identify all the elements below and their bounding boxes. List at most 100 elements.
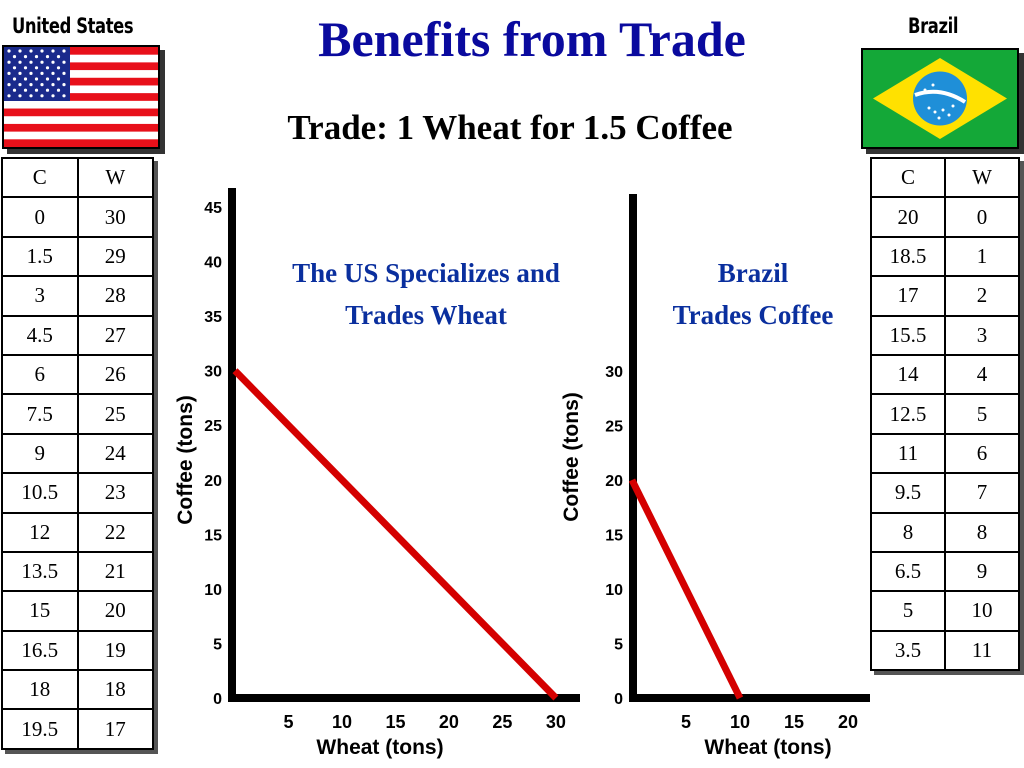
table-cell: 19 <box>76 629 154 672</box>
brazil-annotation: Brazil Trades Coffee <box>640 252 866 336</box>
brazil-chart-y-tick-label: 30 <box>605 364 623 381</box>
table-row: 0 30 <box>1 196 154 238</box>
table-row: 4.5 27 <box>1 314 154 356</box>
table-cell: 4 <box>944 353 1020 396</box>
table-header-cell: W <box>944 156 1020 199</box>
page-title: Benefits from Trade <box>318 11 746 67</box>
brazil-chart-y-tick-label: 15 <box>605 528 623 545</box>
table-cell: 6 <box>944 432 1020 475</box>
table-cell: 15.5 <box>870 314 946 356</box>
us-chart-y-tick-label: 40 <box>204 255 222 272</box>
table-row: 6.5 9 <box>870 550 1020 593</box>
table-cell: 12.5 <box>870 393 946 435</box>
brazil-flag <box>861 48 1019 149</box>
table-cell: 1 <box>944 235 1020 278</box>
table-cell: 9.5 <box>870 472 946 514</box>
table-cell: 8 <box>944 511 1020 553</box>
table-cell: 0 <box>1 196 79 238</box>
page-subtitle: Trade: 1 Wheat for 1.5 Coffee <box>287 108 733 147</box>
table-cell: 17 <box>870 275 946 317</box>
us-chart-y-tick-label: 45 <box>204 200 222 217</box>
table-cell: 19.5 <box>1 708 79 750</box>
us-chart-y-tick-label: 25 <box>204 418 222 435</box>
table-row: 6 26 <box>1 353 154 396</box>
brazil-chart-y-tick-label: 0 <box>614 691 623 708</box>
table-cell: 12 <box>1 511 79 553</box>
brazil-chart-x-axis-label: Wheat (tons) <box>704 736 831 759</box>
table-cell: 18 <box>1 669 79 711</box>
table-cell: 4.5 <box>1 314 79 356</box>
us-chart-x-tick-label: 25 <box>492 712 512 732</box>
table-row: 18.5 1 <box>870 235 1020 278</box>
table-cell: 6.5 <box>870 550 946 593</box>
us-annotation-line1: The US Specializes and <box>292 258 560 288</box>
table-cell: 10.5 <box>1 472 79 514</box>
us-chart-x-tick-label: 10 <box>332 712 352 732</box>
table-row: 13.5 21 <box>1 550 154 593</box>
us-chart-x-tick-label: 30 <box>546 712 566 732</box>
table-cell: 18.5 <box>870 235 946 278</box>
us-ppf-chart: 0 5 10 15 20 25 30 35 40 45 5 10 15 20 25 30 Wheat (tons… <box>174 188 580 759</box>
brazil-country-label: Brazil <box>908 14 959 38</box>
us-flag-graphic <box>4 47 158 147</box>
brazil-annotation-line2: Trades Coffee <box>672 300 834 330</box>
table-row: 1.5 29 <box>1 235 154 278</box>
table-row: 10.5 23 <box>1 472 154 514</box>
us-chart-y-tick-label: 5 <box>213 636 222 653</box>
us-chart-x-axis-label: Wheat (tons) <box>316 736 443 759</box>
table-row: 19.5 17 <box>1 708 154 750</box>
table-cell: 23 <box>76 472 154 514</box>
table-cell: 20 <box>76 590 154 632</box>
table-cell: 2 <box>944 275 1020 317</box>
table-header-cell: W <box>76 156 154 199</box>
table-row: 14 4 <box>870 353 1020 396</box>
us-country-label: United States <box>12 14 134 38</box>
table-cell: 22 <box>76 511 154 553</box>
us-annotation-line2: Trades Wheat <box>345 300 507 330</box>
table-row: 15.5 3 <box>870 314 1020 356</box>
brazil-chart-y-tick-label: 25 <box>605 419 623 436</box>
table-cell: 15 <box>1 590 79 632</box>
table-cell: 14 <box>870 353 946 396</box>
brazil-chart-y-tick-label: 5 <box>614 637 623 654</box>
table-row: 20 0 <box>870 196 1020 238</box>
table-cell: 21 <box>76 550 154 593</box>
us-annotation: The US Specializes and Trades Wheat <box>246 252 606 336</box>
table-row: 5 10 <box>870 590 1020 632</box>
table-row: 12.5 5 <box>870 393 1020 435</box>
table-cell: 5 <box>944 393 1020 435</box>
brazil-chart-y-tick-label: 10 <box>605 582 623 599</box>
brazil-ppf-chart: 0 5 10 15 20 25 30 5 10 15 20 Wheat (tons) Coffee (t… <box>560 194 870 759</box>
table-cell: 10 <box>944 590 1020 632</box>
table-row: 17 2 <box>870 275 1020 317</box>
table-row: 16.5 19 <box>1 629 154 672</box>
table-cell: 7 <box>944 472 1020 514</box>
table-cell: 28 <box>76 275 154 317</box>
table-row: 12 22 <box>1 511 154 553</box>
table-cell: 1.5 <box>1 235 79 278</box>
table-row: 3 28 <box>1 275 154 317</box>
brazil-chart-ppf-line <box>628 478 744 700</box>
us-chart-x-tick-label: 20 <box>439 712 459 732</box>
table-cell: 0 <box>944 196 1020 238</box>
table-row: 9.5 7 <box>870 472 1020 514</box>
table-cell: 25 <box>76 393 154 435</box>
brazil-annotation-line1: Brazil <box>717 258 789 288</box>
table-row: 11 6 <box>870 432 1020 475</box>
table-cell: 30 <box>76 196 154 238</box>
brazil-flag-graphic <box>863 50 1017 147</box>
brazil-chart-x-tick-label: 15 <box>784 712 804 732</box>
table-row: 18 18 <box>1 669 154 711</box>
table-cell: 9 <box>1 432 79 475</box>
table-cell: 3 <box>1 275 79 317</box>
us-chart-y-tick-label: 35 <box>204 309 222 326</box>
table-cell: 3 <box>944 314 1020 356</box>
us-chart-y-axis-label: Coffee (tons) <box>174 395 197 525</box>
us-flag <box>2 45 160 149</box>
table-cell: 16.5 <box>1 629 79 672</box>
us-chart-y-tick-label: 30 <box>204 364 222 381</box>
table-cell: 8 <box>870 511 946 553</box>
